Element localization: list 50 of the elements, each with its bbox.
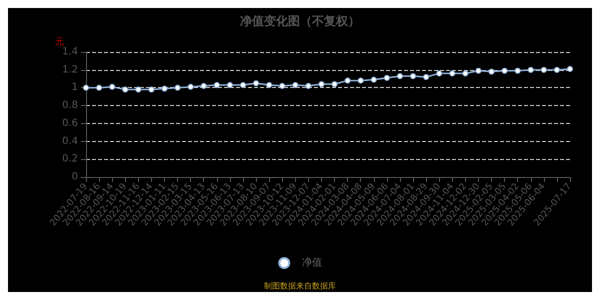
y-tick-label: 0.8 xyxy=(62,100,78,112)
point xyxy=(279,82,286,89)
y-axis-title: 元 xyxy=(55,36,64,48)
point xyxy=(200,82,207,89)
point xyxy=(253,80,260,86)
point xyxy=(161,86,168,92)
point xyxy=(384,74,390,81)
point xyxy=(475,68,482,74)
point xyxy=(567,66,573,72)
point xyxy=(266,82,272,88)
point xyxy=(318,81,324,88)
point xyxy=(488,68,495,75)
point xyxy=(344,78,351,84)
point xyxy=(396,73,403,80)
point xyxy=(188,84,194,90)
point xyxy=(83,84,89,91)
point xyxy=(502,68,508,74)
y-tick-label: 0 xyxy=(72,172,78,182)
y-tick-label: 1 xyxy=(72,82,78,94)
point xyxy=(226,82,233,88)
point xyxy=(370,76,377,83)
legend-label: 净值 xyxy=(302,256,322,268)
point xyxy=(554,66,560,73)
point xyxy=(174,84,181,91)
point xyxy=(358,78,364,84)
point xyxy=(135,86,142,92)
point xyxy=(423,74,430,80)
y-tick-label: 0.4 xyxy=(62,136,78,147)
y-tick-label: 1.2 xyxy=(62,64,78,76)
point xyxy=(514,68,521,74)
point xyxy=(332,81,338,88)
point xyxy=(436,70,442,76)
y-tick-label: 1.4 xyxy=(62,46,78,58)
point xyxy=(148,86,154,92)
y-tick-label: 0.6 xyxy=(62,118,78,129)
point xyxy=(96,84,102,91)
point xyxy=(292,82,298,88)
point xyxy=(528,66,534,73)
point xyxy=(214,82,220,88)
y-tick-label: 0.2 xyxy=(62,154,78,165)
point xyxy=(109,84,116,90)
point xyxy=(540,66,547,73)
point xyxy=(410,73,416,80)
point xyxy=(305,82,312,89)
text: 制图数据来自数据库 xyxy=(264,282,336,290)
point xyxy=(240,82,246,88)
chart-title: 净值变化图（不复权） xyxy=(240,14,360,28)
point xyxy=(449,70,456,76)
point xyxy=(122,86,128,92)
point xyxy=(462,70,468,76)
